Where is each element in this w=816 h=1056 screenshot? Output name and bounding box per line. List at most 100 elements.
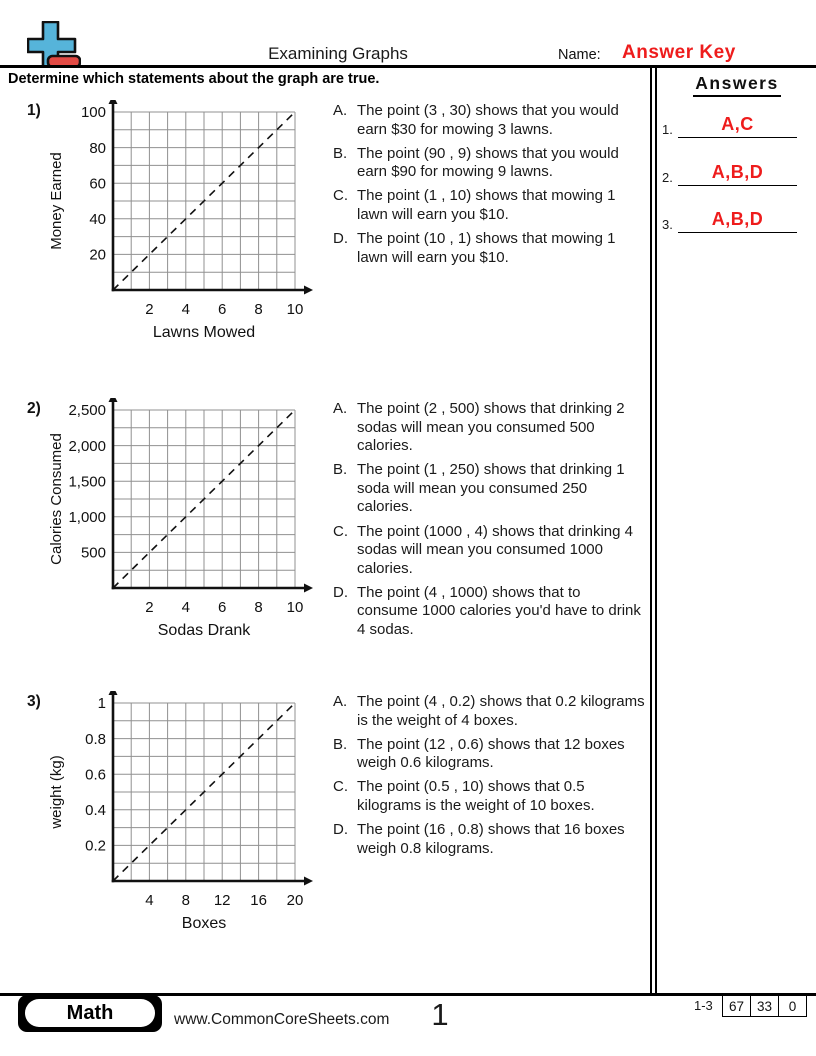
svg-text:60: 60 (89, 175, 106, 192)
answers-divider-line (650, 68, 652, 995)
svg-text:Boxes: Boxes (182, 915, 226, 932)
statement-b: B. The point (90 , 9) shows that you wou… (333, 145, 645, 182)
statement-text: The point (4 , 1000) shows that to consu… (357, 583, 641, 639)
answer-number: 1. (662, 122, 673, 137)
statement-text: The point (2 , 500) shows that drinking … (357, 400, 625, 455)
statement-list: A. The point (3 , 30) shows that you wou… (333, 102, 645, 273)
header-divider (0, 65, 816, 68)
answer-blank-line: A,B,D (678, 209, 797, 233)
svg-text:100: 100 (81, 104, 106, 121)
statement-letter: A. (333, 400, 348, 417)
statement-letter: C. (333, 187, 348, 205)
statement-letter: A. (333, 102, 348, 119)
svg-text:500: 500 (81, 545, 106, 562)
statement-text: The point (1000 , 4) shows that drinking… (357, 522, 633, 577)
footer-divider (0, 993, 816, 996)
statement-list: A. The point (2 , 500) shows that drinki… (333, 400, 645, 645)
svg-text:0.8: 0.8 (85, 731, 106, 748)
statement-letter: D. (333, 821, 348, 839)
svg-text:0.2: 0.2 (85, 838, 106, 855)
svg-text:6: 6 (218, 599, 226, 616)
svg-text:1,000: 1,000 (68, 509, 106, 526)
statement-letter: C. (333, 778, 348, 796)
svg-text:16: 16 (250, 892, 267, 909)
answers-panel: Answers 1. A,C 2. A,B,D 3. A,B,D (658, 70, 816, 270)
score-cell: 0 (778, 996, 806, 1016)
answer-blank-line: A,B,D (678, 162, 797, 186)
svg-text:20: 20 (89, 247, 106, 264)
statement-letter: B. (333, 144, 348, 162)
statement-letter: C. (333, 522, 348, 540)
statement-c: C. The point (1 , 10) shows that mowing … (333, 187, 645, 224)
score-cell: 33 (750, 996, 778, 1016)
statement-text: The point (1 , 250) shows that drinking … (357, 461, 625, 516)
name-label: Name: (558, 47, 601, 63)
subject-badge: Math (18, 995, 162, 1032)
svg-text:20: 20 (287, 892, 304, 909)
subject-badge-inner: Math (25, 999, 155, 1027)
statement-text: The point (16 , 0.8) shows that 16 boxes… (357, 821, 625, 857)
problem-number: 2) (27, 400, 41, 417)
answer-blank-line: A,C (678, 114, 797, 138)
svg-text:6: 6 (218, 301, 226, 318)
score-table: 67 33 0 (722, 995, 807, 1017)
svg-text:2,500: 2,500 (68, 402, 106, 419)
statement-text: The point (10 , 1) shows that mowing 1 l… (357, 230, 616, 266)
statement-letter: D. (333, 230, 348, 248)
page-title: Examining Graphs (268, 44, 408, 63)
statement-d: D. The point (16 , 0.8) shows that 16 bo… (333, 821, 645, 858)
statement-letter: D. (333, 583, 348, 601)
statement-d: D. The point (4 , 1000) shows that to co… (333, 584, 645, 640)
svg-text:4: 4 (182, 599, 190, 616)
svg-text:Calories Consumed: Calories Consumed (48, 433, 65, 565)
statement-text: The point (4 , 0.2) shows that 0.2 kilog… (357, 693, 645, 729)
statement-letter: B. (333, 461, 348, 479)
answer-item-1: 1. A,C (658, 108, 816, 138)
svg-text:10: 10 (287, 301, 304, 318)
svg-text:80: 80 (89, 140, 106, 157)
statement-text: The point (3 , 30) shows that you would … (357, 102, 619, 138)
problem-1: 1) 20 40 60 80 100 2 4 6 8 10 Money Earned Lawns Mo… (0, 100, 650, 445)
website-url: www.CommonCoreSheets.com (174, 1011, 390, 1028)
statement-a: A. The point (2 , 500) shows that drinki… (333, 400, 645, 456)
statement-c: C. The point (1000 , 4) shows that drink… (333, 523, 645, 579)
statement-letter: B. (333, 735, 348, 753)
statement-text: The point (12 , 0.6) shows that 12 boxes… (357, 735, 625, 772)
svg-text:40: 40 (89, 211, 106, 228)
line-graph-calories-consumed: 500 1,000 1,500 2,000 2,500 2 4 6 8 10 Calories Co… (48, 398, 313, 639)
statement-d: D. The point (10 , 1) shows that mowing … (333, 230, 645, 267)
answer-number: 3. (662, 217, 673, 232)
statement-text: The point (1 , 10) shows that mowing 1 l… (357, 187, 616, 223)
statement-list: A. The point (4 , 0.2) shows that 0.2 ki… (333, 693, 645, 864)
line-graph-money-earned: 20 40 60 80 100 2 4 6 8 10 Money Earned Lawns Mowed (48, 100, 313, 341)
answer-value: A,C (721, 114, 754, 134)
svg-text:8: 8 (182, 892, 190, 909)
svg-text:8: 8 (254, 301, 262, 318)
svg-text:2: 2 (145, 301, 153, 318)
svg-text:10: 10 (287, 599, 304, 616)
statement-b: B. The point (1 , 250) shows that drinki… (333, 461, 645, 517)
statement-b: B. The point (12 , 0.6) shows that 12 bo… (333, 736, 645, 773)
svg-text:weight (kg): weight (kg) (48, 755, 65, 829)
svg-text:Sodas Drank: Sodas Drank (158, 622, 251, 639)
svg-text:Money Earned: Money Earned (48, 152, 65, 250)
problem-2: 2) 500 1,000 1,500 2,000 2,500 2 4 6 8 10 Calories… (0, 398, 650, 648)
answer-item-3: 3. A,B,D (658, 203, 816, 233)
problem-number: 1) (27, 102, 41, 119)
statement-text: The point (90 , 9) shows that you would … (357, 144, 619, 181)
statement-letter: A. (333, 693, 348, 710)
instruction-text: Determine which statements about the gra… (8, 71, 380, 87)
svg-text:0.4: 0.4 (85, 802, 106, 819)
score-cell: 67 (728, 998, 745, 1014)
svg-text:2,000: 2,000 (68, 438, 106, 455)
problem-number: 3) (27, 693, 41, 710)
statement-a: A. The point (4 , 0.2) shows that 0.2 ki… (333, 693, 645, 730)
svg-text:12: 12 (214, 892, 231, 909)
answer-key-text: Answer Key (622, 42, 736, 63)
page-number: 1 (431, 997, 449, 1032)
statement-c: C. The point (0.5 , 10) shows that 0.5 k… (333, 778, 645, 815)
svg-text:8: 8 (254, 599, 262, 616)
svg-text:Lawns Mowed: Lawns Mowed (153, 324, 255, 341)
subject-label: Math (66, 1001, 114, 1024)
